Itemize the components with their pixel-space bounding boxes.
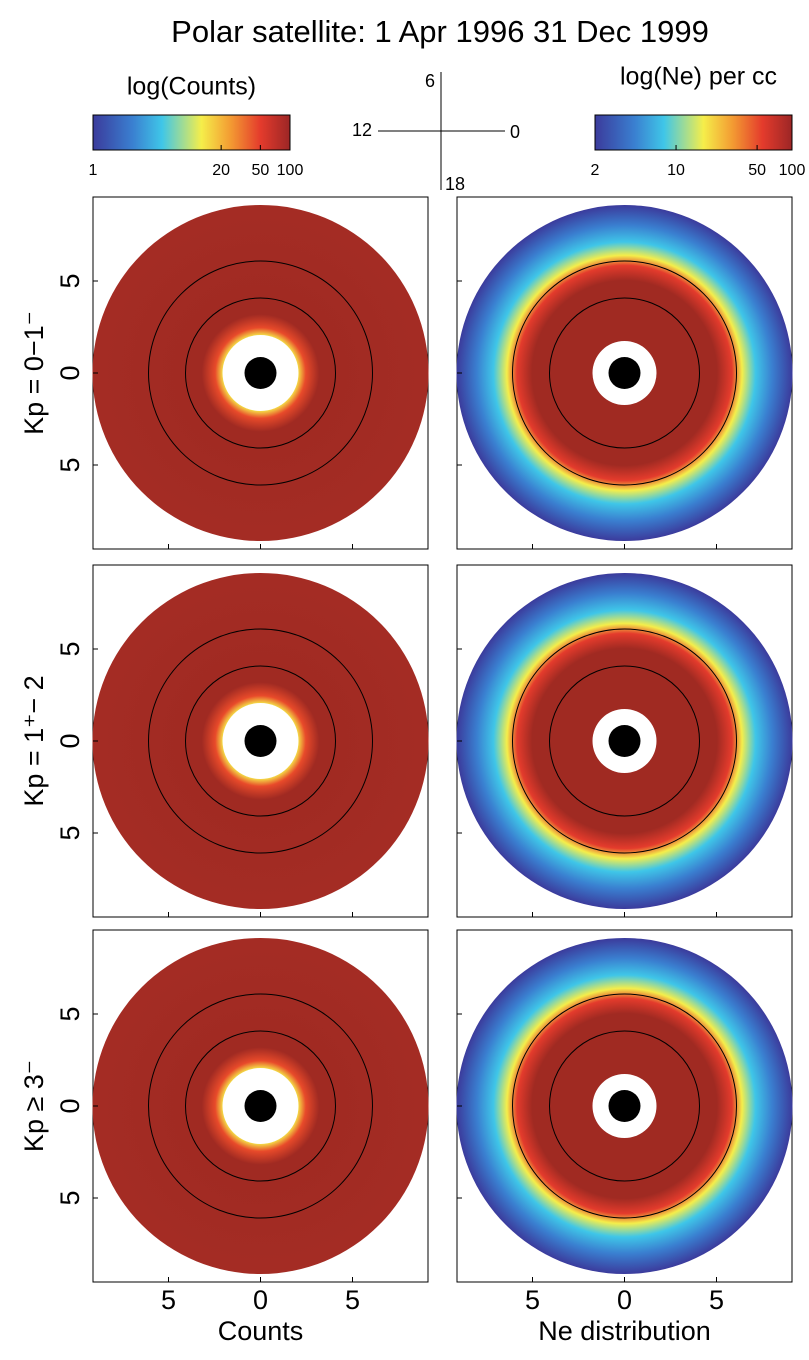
x-axis-label: Ne distribution — [538, 1316, 711, 1346]
y-tick-label: 0 — [55, 733, 85, 748]
mlt-key: 6 12 0 18 — [352, 71, 520, 194]
colorbar-label: log(Counts) — [127, 73, 256, 101]
y-tick-label: 5 — [55, 641, 85, 656]
l-shell-ring — [549, 1030, 700, 1182]
l-shell-ring — [148, 628, 373, 854]
y-tick-label: 0 — [55, 1098, 85, 1113]
x-tick-label: 0 — [253, 1285, 268, 1315]
x-tick-label: 5 — [709, 1285, 724, 1315]
y-tick-label: 0 — [55, 365, 85, 380]
x-tick-label: 5 — [161, 1285, 176, 1315]
colorbar-tick-label: 20 — [212, 162, 230, 179]
l-shell-ring — [148, 260, 373, 486]
y-tick-label: 5 — [55, 1190, 85, 1205]
colorbar — [594, 114, 793, 151]
l-shell-ring — [512, 993, 737, 1219]
earth — [244, 357, 277, 389]
colorbar-tick-label: 100 — [779, 162, 806, 179]
earth — [244, 1090, 277, 1122]
l-shell-ring — [549, 297, 700, 449]
x-tick-label: 0 — [617, 1285, 632, 1315]
l-shell-ring — [185, 665, 336, 817]
l-shell-ring — [185, 1030, 336, 1182]
colorbar-label: log(Ne) per cc — [620, 63, 777, 91]
l-shell-ring — [148, 993, 373, 1219]
earth — [608, 357, 641, 389]
earth — [608, 725, 641, 757]
key-label: 12 — [352, 120, 372, 140]
colorbar-tick-label: 100 — [277, 162, 304, 179]
x-tick-label: 5 — [525, 1285, 540, 1315]
colorbar-tick-label: 50 — [748, 162, 766, 179]
x-tick-label: 5 — [345, 1285, 360, 1315]
y-tick-label: 5 — [55, 1006, 85, 1021]
colorbar-tick-label: 1 — [89, 162, 98, 179]
l-shell-ring — [512, 260, 737, 486]
row-label: Kp ≥ 3⁻ — [19, 1060, 49, 1152]
row-label: Kp = 1⁺− 2 — [19, 675, 49, 806]
l-shell-ring — [512, 628, 737, 854]
title: Polar satellite: 1 Apr 1996 31 Dec 1999 — [171, 14, 709, 49]
y-tick-label: 5 — [55, 273, 85, 288]
l-shell-ring — [549, 665, 700, 817]
key-label: 0 — [510, 122, 520, 142]
row-label: Kp = 0−1⁻ — [19, 311, 49, 435]
earth — [608, 1090, 641, 1122]
y-tick-label: 5 — [55, 825, 85, 840]
key-label: 18 — [445, 174, 465, 194]
key-label: 6 — [425, 71, 435, 91]
l-shell-ring — [185, 297, 336, 449]
earth — [244, 725, 277, 757]
colorbar — [92, 114, 291, 151]
colorbar-tick-label: 50 — [251, 162, 269, 179]
colorbar-tick-label: 10 — [667, 162, 685, 179]
y-tick-label: 5 — [55, 457, 85, 472]
x-axis-label: Counts — [218, 1316, 304, 1346]
colorbar-tick-label: 2 — [591, 162, 600, 179]
